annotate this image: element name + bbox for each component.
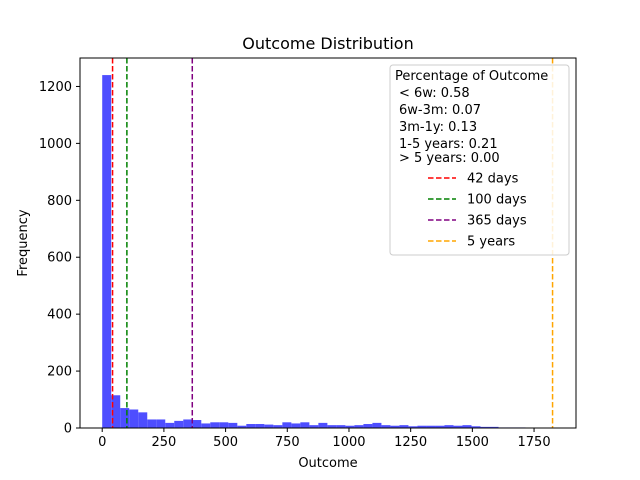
histogram-bar [183, 419, 193, 428]
y-tick-label: 600 [47, 251, 72, 266]
y-ticks-group: 0 200 400 600 800 1000 1200 [39, 80, 80, 437]
y-tick-label: 400 [47, 308, 72, 323]
histogram-bar [435, 425, 445, 428]
legend-header-line: 6w-3m: 0.07 [399, 103, 481, 118]
legend-entry-label: 42 days [467, 172, 519, 187]
chart-title: Outcome Distribution [242, 34, 413, 53]
histogram-bar [174, 420, 184, 428]
histogram-bar [237, 425, 247, 428]
y-tick-label: 1000 [39, 137, 72, 152]
legend-header-line: 1-5 years: 0.21 [399, 137, 498, 152]
histogram-bar [408, 426, 418, 428]
histogram-bar [471, 426, 481, 428]
histogram-bar [381, 425, 391, 428]
histogram-bar [345, 425, 355, 428]
histogram-bar [336, 425, 346, 428]
histogram-bar [462, 425, 472, 428]
histogram-bar [417, 425, 427, 428]
legend-entries: 42 days 100 days 365 days 5 years [428, 172, 527, 250]
legend-header-line: 3m-1y: 0.13 [399, 120, 477, 135]
histogram-bar [282, 422, 292, 428]
histogram-bar [129, 409, 139, 428]
histogram-bar [165, 422, 175, 428]
histogram-bar [354, 425, 364, 428]
x-tick-label: 1250 [394, 435, 427, 450]
histogram-bar [192, 420, 202, 428]
histogram-bar [318, 422, 328, 428]
x-tick-label: 0 [98, 435, 106, 450]
legend-header-line: Percentage of Outcome [395, 69, 548, 84]
histogram-bar [138, 412, 148, 428]
histogram-bar [147, 419, 157, 428]
y-tick-label: 1200 [39, 80, 72, 95]
histogram-bar [246, 424, 256, 428]
histogram-bar [255, 424, 265, 428]
histogram-bar [120, 408, 130, 428]
legend-box [389, 64, 570, 256]
histogram-bar [210, 422, 220, 428]
histogram-bar [309, 425, 319, 428]
histogram-bar [489, 426, 499, 428]
histogram-bar [111, 395, 121, 428]
histogram-bar [327, 425, 337, 428]
histogram-bar [426, 425, 436, 428]
x-tick-label: 250 [151, 435, 176, 450]
bars-group [102, 75, 526, 428]
y-tick-label: 800 [47, 194, 72, 209]
x-tick-label: 500 [213, 435, 238, 450]
histogram-bar [390, 425, 400, 428]
legend-entry-label: 100 days [467, 193, 527, 208]
legend-header-line: > 5 years: 0.00 [399, 151, 500, 166]
histogram-bar [444, 425, 454, 428]
histogram-bar [372, 422, 382, 428]
y-axis-label: Frequency [16, 209, 31, 276]
x-axis-label: Outcome [298, 456, 357, 471]
histogram-bar [453, 425, 463, 428]
x-tick-label: 1500 [456, 435, 489, 450]
histogram-bar [273, 425, 283, 428]
y-tick-label: 0 [64, 422, 72, 437]
histogram-bar [156, 419, 166, 428]
x-tick-label: 1750 [518, 435, 551, 450]
histogram-bar [264, 424, 274, 428]
histogram-bar [363, 424, 373, 428]
histogram-bar [219, 422, 229, 428]
legend-entry-label: 365 days [467, 214, 527, 229]
histogram-bar [399, 425, 409, 428]
histogram-bar [102, 75, 112, 428]
x-ticks-group: 0 250 500 750 1000 1250 1500 1750 [98, 428, 551, 450]
histogram-bar [201, 423, 211, 428]
histogram-bar [291, 423, 301, 428]
legend: Percentage of Outcome < 6w: 0.58 6w-3m: … [389, 64, 570, 256]
histogram-bar [228, 422, 238, 428]
histogram-bar [300, 422, 310, 428]
axes-frame [79, 57, 577, 429]
legend-entry-label: 5 years [467, 235, 515, 250]
histogram-bar [480, 426, 490, 428]
x-tick-label: 1000 [332, 435, 365, 450]
legend-header-line: < 6w: 0.58 [399, 86, 470, 101]
x-tick-label: 750 [275, 435, 300, 450]
y-tick-label: 200 [47, 365, 72, 380]
